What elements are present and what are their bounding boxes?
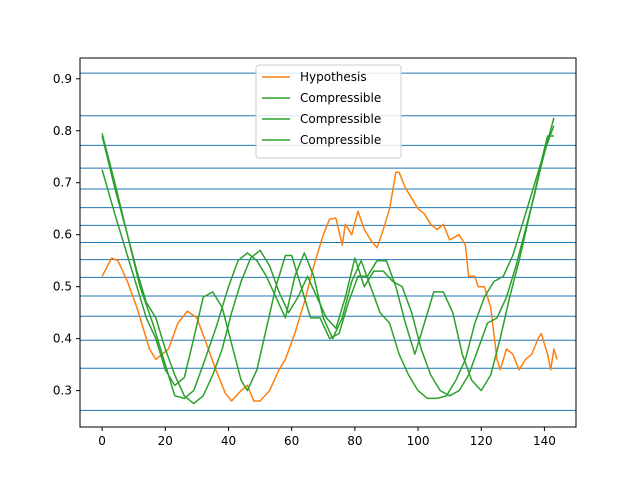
legend-box [255,64,402,159]
legend-label-0: Hypothesis [300,70,367,84]
x-tick-label-3: 60 [284,434,299,448]
series-line-1 [101,133,554,400]
legend: Hypothesis Compressible Compressible Compre… [255,64,402,159]
legend-label-2: Compressible [300,112,381,126]
y-tick-label-6: 0.9 [53,72,72,86]
x-tick-label-1: 20 [158,434,173,448]
legend-label-1: Compressible [300,91,381,105]
y-tick-label-4: 0.7 [53,176,72,190]
y-tick-label-3: 0.6 [53,228,72,242]
y-tick-label-2: 0.5 [53,280,72,294]
series-line-2 [101,117,555,392]
x-tick-label-0: 0 [98,434,106,448]
y-tick-label-5: 0.8 [53,124,72,138]
x-axis: 0 20 40 60 80 100 120 140 [98,427,556,448]
x-tick-label-4: 80 [347,434,362,448]
series-lines [101,117,558,405]
y-tick-label-1: 0.4 [53,332,72,346]
x-tick-label-6: 120 [470,434,493,448]
plot-frame [79,57,577,428]
x-tick-label-7: 140 [533,434,556,448]
series-line-0 [101,171,558,402]
legend-label-3: Compressible [300,133,381,147]
x-tick-label-5: 100 [407,434,430,448]
y-axis: 0.3 0.4 0.5 0.6 0.7 0.8 0.9 [53,72,80,398]
series-line-3 [101,125,555,405]
x-tick-label-2: 40 [221,434,236,448]
y-tick-label-0: 0.3 [53,384,72,398]
